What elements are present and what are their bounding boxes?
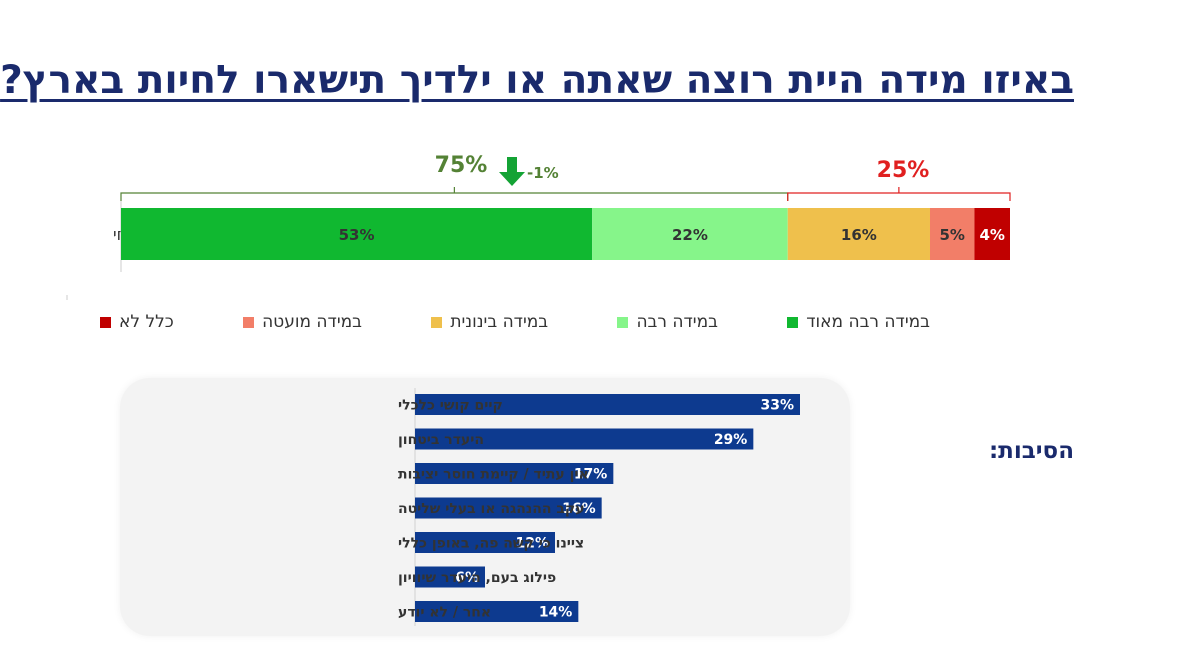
reason-category-label: קיים קושי כלכלי xyxy=(398,398,503,414)
legend: כלל לא במידה מועטה במידה בינונית במידה רבה ב… xyxy=(100,312,930,332)
bar-segment xyxy=(787,208,930,260)
bar-segment xyxy=(121,208,593,260)
legend-item: במידה בינונית xyxy=(431,312,548,332)
legend-swatch xyxy=(100,316,112,328)
reason-value-label: 17% xyxy=(574,467,608,483)
positive-total-label: 75% xyxy=(435,153,488,178)
reason-bar xyxy=(415,497,602,519)
reason-value-label: 16% xyxy=(562,501,596,517)
reason-bar xyxy=(415,394,800,415)
negative-bracket xyxy=(787,187,1011,201)
legend-item: במידה רבה xyxy=(617,312,718,332)
reason-bar xyxy=(415,601,579,622)
reason-value-label: 29% xyxy=(714,432,748,448)
reason-bar xyxy=(415,532,555,553)
legend-swatch xyxy=(617,316,629,328)
legend-swatch xyxy=(243,316,255,328)
bar-data-label: 4% xyxy=(979,226,1004,244)
legend-item: במידה מועטה xyxy=(243,312,362,332)
reason-bar xyxy=(415,428,754,450)
reason-category-label: עקב ההנהגה או בעלי שליטה xyxy=(398,501,585,517)
reason-bar xyxy=(415,566,485,588)
legend-item: במידה רבה מאוד xyxy=(787,312,930,332)
reason-category-label: אחר / לא יודע xyxy=(398,605,491,621)
legend-item: כלל לא xyxy=(100,312,174,332)
reason-value-label: 6% xyxy=(455,570,479,586)
reason-category-label: היעדר ביטחון xyxy=(398,432,484,448)
stacked-bar-chart: סקר נוכחי53%22%16%5%4%75%25%-1% xyxy=(66,153,1011,300)
negative-total-label: 25% xyxy=(877,158,930,183)
reason-value-label: 14% xyxy=(539,605,573,621)
legend-swatch xyxy=(787,316,799,328)
legend-label: במידה רבה מאוד xyxy=(806,312,930,332)
reason-category-label: ציינו כי קשה פה, באופן כללי xyxy=(398,536,584,552)
bar-data-label: 53% xyxy=(339,226,375,244)
reasons-heading: הסיבות: xyxy=(988,438,1074,464)
legend-label: כלל לא xyxy=(119,312,174,332)
change-label: -1% xyxy=(527,164,559,182)
reason-bar xyxy=(415,463,614,484)
legend-label: במידה רבה xyxy=(636,312,718,332)
legend-label: במידה מועטה xyxy=(262,312,362,332)
reason-category-label: פילוג בעם, היעדר שיוויון xyxy=(398,570,556,586)
bar-segment xyxy=(974,208,1010,260)
bar-segment xyxy=(592,208,788,260)
page-title: באיזו מידה היית רוצה שאתה או ילדיך תישאר… xyxy=(0,58,1074,103)
reason-value-label: 33% xyxy=(760,398,794,414)
bar-data-label: 5% xyxy=(939,226,964,244)
legend-label: במידה בינונית xyxy=(450,312,549,332)
bar-data-label: 22% xyxy=(672,226,708,244)
arrow-down-icon xyxy=(499,157,525,186)
legend-swatch xyxy=(431,316,443,328)
reason-value-label: 12% xyxy=(515,536,549,552)
bar-segment xyxy=(929,208,975,260)
reason-category-label: אין עתיד / קיימת חוסר יציבות xyxy=(398,467,589,483)
bar-data-label: 16% xyxy=(841,226,877,244)
